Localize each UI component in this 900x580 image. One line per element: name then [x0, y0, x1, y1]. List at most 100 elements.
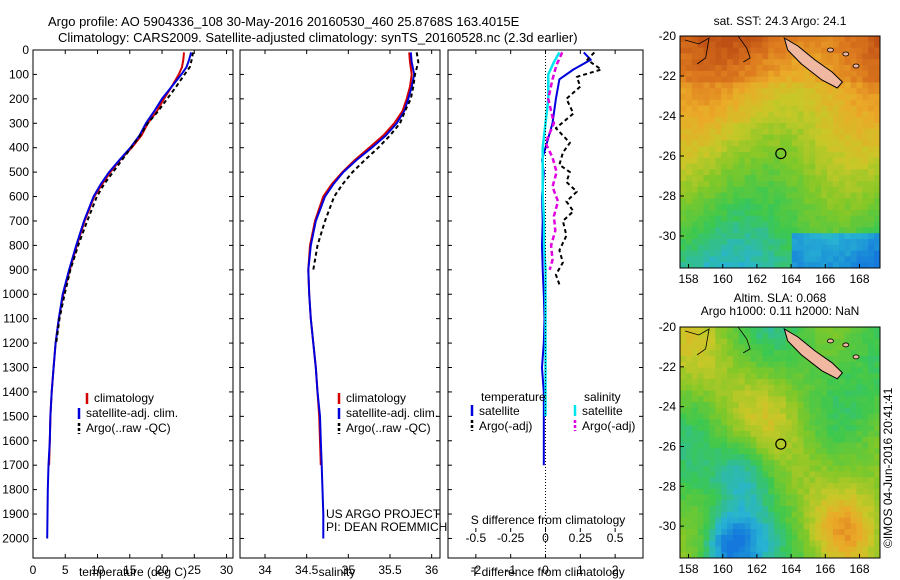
- map-cell: [785, 227, 793, 234]
- map-cell: [850, 430, 858, 438]
- map-cell: [738, 373, 746, 380]
- map-cell: [797, 430, 805, 438]
- map-cell: [703, 436, 711, 444]
- map-cell: [691, 262, 699, 268]
- map-cell: [791, 181, 799, 188]
- map-cell: [738, 534, 746, 542]
- map-cell: [732, 436, 740, 444]
- map-cell: [691, 338, 699, 345]
- map-cell: [756, 70, 763, 78]
- map-cell: [827, 41, 834, 49]
- map-cell: [762, 367, 769, 374]
- map-cell: [715, 82, 722, 89]
- map-cell: [774, 47, 781, 54]
- map-cell: [850, 65, 858, 72]
- map-cell: [680, 111, 687, 118]
- map-cell: [756, 59, 763, 66]
- map-cell: [744, 367, 752, 374]
- map-cell: [856, 117, 863, 124]
- map-cell: [809, 430, 816, 438]
- map-cell: [715, 378, 722, 386]
- map-cell: [874, 215, 880, 223]
- map-cell: [838, 390, 846, 397]
- map-cell: [768, 36, 775, 43]
- map-cell: [709, 117, 716, 124]
- map-cell: [827, 105, 834, 112]
- map-cell: [774, 175, 781, 182]
- map-cell: [827, 546, 834, 553]
- map-cell: [732, 361, 740, 369]
- map-cell: [838, 355, 846, 363]
- map-cell: [703, 425, 711, 432]
- map-cell: [732, 540, 740, 548]
- map-cell: [697, 454, 705, 461]
- map-cell: [762, 169, 769, 176]
- map-cell: [803, 459, 811, 467]
- map-cell: [709, 175, 716, 182]
- map-cell: [785, 523, 793, 530]
- legend-label-satellite: satellite-adj. clim.: [86, 406, 178, 420]
- map-cell: [838, 215, 846, 223]
- map-cell: [803, 41, 811, 49]
- map-cell: [703, 384, 711, 392]
- map-cell: [750, 540, 758, 548]
- map-cell: [809, 88, 816, 95]
- map-cell: [862, 111, 869, 118]
- map-cell: [744, 239, 752, 246]
- map-cell: [832, 140, 840, 147]
- map-cell: [874, 448, 880, 455]
- map-cell: [768, 500, 775, 507]
- map-cell: [827, 344, 834, 351]
- map-cell: [785, 506, 793, 513]
- map-cell: [785, 436, 793, 444]
- map-cell: [762, 36, 769, 43]
- map-cell: [838, 198, 846, 205]
- map-cell: [703, 53, 711, 60]
- map-cell: [832, 163, 840, 170]
- map-cell: [815, 344, 822, 351]
- map-cell: [838, 210, 846, 217]
- map-cell: [815, 471, 822, 478]
- map-cell: [797, 500, 805, 507]
- map-cell: [691, 350, 699, 357]
- map-cell: [862, 442, 869, 449]
- map-cell: [785, 361, 793, 369]
- map-cell: [832, 36, 840, 43]
- map-cell: [744, 390, 752, 397]
- map-cell: [697, 361, 705, 369]
- map-cell: [868, 402, 875, 409]
- map-cell: [815, 465, 822, 472]
- map-cell: [697, 140, 705, 147]
- map-cell: [703, 529, 711, 536]
- map-cell: [838, 407, 846, 415]
- map-cell: [768, 373, 775, 380]
- map-cell: [791, 494, 799, 501]
- map-cell: [680, 117, 687, 124]
- map-cell: [768, 523, 775, 530]
- map-cell: [780, 546, 787, 553]
- map-cell: [803, 76, 811, 83]
- map-cell: [691, 419, 699, 426]
- map-cell: [856, 256, 863, 263]
- map-cell: [685, 402, 693, 409]
- map-cell: [850, 344, 858, 351]
- map-cell: [756, 367, 763, 374]
- map-cell: [838, 65, 846, 72]
- map-cell: [768, 488, 775, 496]
- map-cell: [732, 511, 740, 519]
- map-cell: [868, 76, 875, 83]
- map-cell: [738, 350, 746, 357]
- map-cell: [715, 367, 722, 374]
- map-cell: [685, 186, 693, 194]
- map-cell: [797, 477, 805, 484]
- map-cell: [838, 134, 846, 141]
- map-cell: [691, 529, 699, 536]
- map-cell: [874, 552, 880, 558]
- map-cell: [874, 117, 880, 124]
- map-cell: [709, 210, 716, 217]
- map-cell: [756, 344, 763, 351]
- map-cell: [791, 540, 799, 548]
- map-cell: [697, 327, 705, 334]
- map-cell: [680, 390, 687, 397]
- map-cell: [850, 111, 858, 118]
